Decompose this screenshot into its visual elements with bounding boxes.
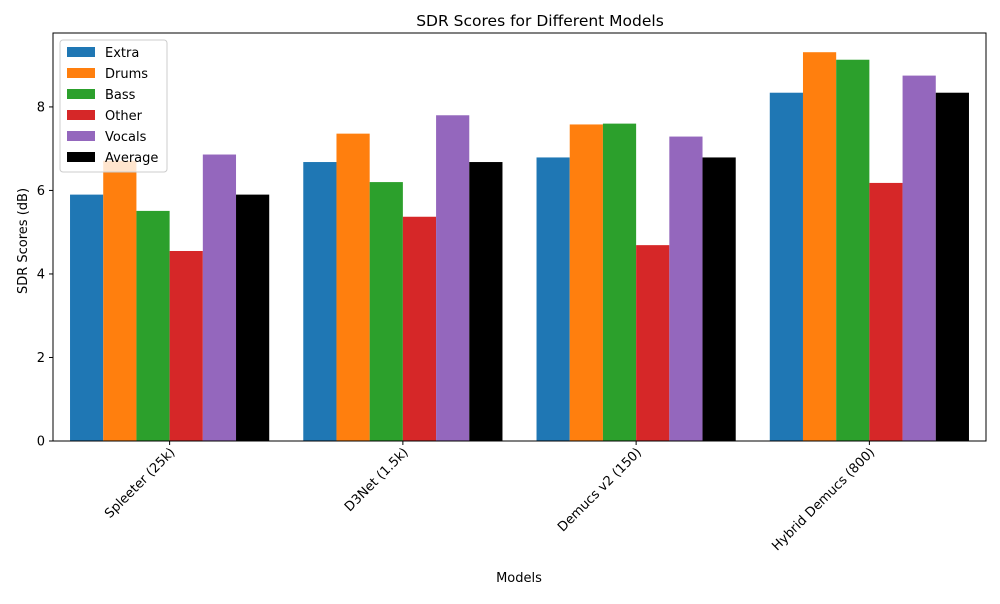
bar-average-3: [935, 92, 969, 441]
x-tick-label: Demucs v2 (150): [555, 445, 645, 535]
bar-bass-0: [136, 210, 170, 441]
legend-label-vocals: Vocals: [105, 130, 147, 145]
bar-vocals-1: [436, 115, 470, 442]
x-tick-label: Spleeter (25k): [102, 445, 178, 521]
bar-average-1: [469, 162, 503, 441]
legend-swatch-bass: [67, 89, 95, 99]
bar-average-0: [236, 194, 270, 441]
bar-extra-2: [536, 157, 570, 441]
bar-bass-3: [836, 59, 870, 441]
x-tick-label: Hybrid Demucs (800): [769, 445, 878, 554]
bar-extra-0: [70, 194, 104, 441]
legend-swatch-extra: [67, 47, 95, 57]
bar-other-1: [402, 216, 437, 441]
legend-swatch-other: [67, 110, 95, 120]
legend-swatch-vocals: [67, 131, 95, 141]
bar-bass-2: [602, 123, 637, 441]
bar-drums-1: [336, 133, 370, 442]
y-tick-label: 6: [37, 184, 45, 199]
bars-layer: [70, 52, 969, 442]
bar-average-2: [702, 157, 736, 441]
plot-frame: [52, 32, 987, 442]
x-tick-label: D3Net (1.5k): [342, 445, 412, 515]
legend: Extra Drums Bass Other Vocals Average: [59, 39, 168, 173]
bar-other-2: [636, 245, 670, 441]
legend-swatch-average: [67, 152, 95, 162]
legend-label-drums: Drums: [105, 67, 148, 82]
legend-label-other: Other: [105, 109, 143, 124]
bar-drums-3: [802, 52, 837, 441]
bar-other-3: [869, 182, 903, 441]
bar-extra-1: [303, 162, 337, 441]
legend-label-average: Average: [105, 151, 158, 166]
bar-extra-3: [769, 92, 803, 441]
y-tick-label: 0: [37, 435, 45, 450]
legend-label-bass: Bass: [105, 88, 136, 103]
bar-vocals-2: [669, 136, 703, 441]
legend-swatch-drums: [67, 68, 95, 78]
bar-vocals-3: [902, 75, 936, 441]
bar-bass-1: [369, 182, 403, 441]
y-tick-label: 4: [37, 267, 45, 282]
chart-title: SDR Scores for Different Models: [416, 12, 664, 30]
bar-drums-0: [103, 160, 137, 441]
y-tick-label: 8: [37, 100, 45, 115]
x-axis-title: Models: [496, 571, 542, 586]
bar-drums-2: [569, 124, 603, 441]
y-tick-label: 2: [37, 351, 45, 366]
y-axis-title: SDR Scores (dB): [16, 188, 31, 294]
bar-vocals-0: [202, 154, 237, 442]
legend-label-extra: Extra: [105, 46, 139, 61]
bar-other-0: [169, 250, 203, 441]
